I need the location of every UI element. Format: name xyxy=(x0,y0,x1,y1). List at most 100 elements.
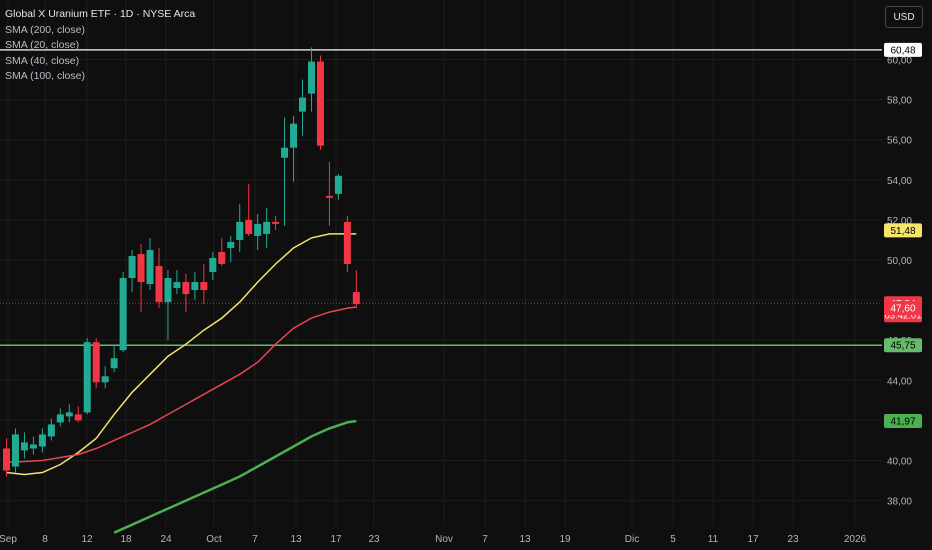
x-tick-label: 11 xyxy=(708,534,719,545)
x-tick-label: 18 xyxy=(120,534,132,545)
price-label-41,97: 41,97 xyxy=(884,414,922,429)
candle-body xyxy=(74,414,82,421)
x-tick-label: 23 xyxy=(368,534,380,545)
x-tick-label: Sep xyxy=(0,534,17,545)
price-label-text: 51,48 xyxy=(890,226,915,237)
candle-body xyxy=(263,221,271,234)
candle xyxy=(164,270,172,341)
sma-line xyxy=(6,306,357,464)
candle-body xyxy=(236,221,244,240)
candle xyxy=(307,47,315,112)
candle xyxy=(236,203,244,252)
x-tick-label: 23 xyxy=(787,534,799,545)
candle xyxy=(245,183,253,236)
countdown-text: 03:42:01 xyxy=(885,310,922,321)
x-tick-label: 2026 xyxy=(844,534,867,545)
x-tick-label: 13 xyxy=(290,534,302,545)
price-label-text: 60,48 xyxy=(890,45,915,56)
candle xyxy=(74,406,82,423)
candle xyxy=(352,270,360,309)
candle xyxy=(299,79,307,136)
candle-body xyxy=(146,249,154,285)
y-tick-label: 44,00 xyxy=(887,376,912,387)
x-tick-label: 5 xyxy=(670,534,676,545)
x-tick-label: 8 xyxy=(42,534,48,545)
candle xyxy=(281,117,289,226)
candle xyxy=(137,243,145,313)
candle-body xyxy=(137,253,145,283)
indicator-sma-100[interactable]: SMA (100, close) xyxy=(5,70,85,82)
candle xyxy=(334,173,342,200)
candle xyxy=(65,404,73,423)
candle xyxy=(47,418,55,441)
candle-body xyxy=(173,282,181,289)
y-tick-label: 50,00 xyxy=(887,256,912,267)
candle-body xyxy=(83,342,91,413)
candle-body xyxy=(155,266,163,303)
candle-body xyxy=(47,424,55,437)
candle-body xyxy=(29,444,37,449)
indicator-sma-40[interactable]: SMA (40, close) xyxy=(5,54,80,67)
y-tick-label: 54,00 xyxy=(887,176,912,187)
candle xyxy=(290,115,298,182)
candle-body xyxy=(352,292,360,305)
candle xyxy=(200,264,208,305)
price-label-51,48: 51,48 xyxy=(884,223,922,238)
price-label-bg xyxy=(884,338,922,353)
y-tick-label: 52,00 xyxy=(887,216,912,227)
candle xyxy=(343,215,351,273)
price-label-bg xyxy=(884,42,922,57)
candle xyxy=(272,215,280,230)
candle xyxy=(29,436,37,455)
candle xyxy=(227,235,235,263)
candle-body xyxy=(343,221,351,265)
candle xyxy=(11,428,19,473)
candle xyxy=(83,338,91,415)
candle xyxy=(110,346,118,373)
x-tick-label: 13 xyxy=(519,534,531,545)
candle-body xyxy=(128,255,136,279)
x-tick-label: 7 xyxy=(482,534,488,545)
candle-body xyxy=(191,282,199,291)
candle-body xyxy=(56,414,64,423)
candle-body xyxy=(254,223,262,236)
symbol-title[interactable]: Global X Uranium ETF · 1D · NYSE Arca xyxy=(5,8,196,20)
candle xyxy=(173,270,181,295)
candle-body xyxy=(110,358,118,369)
candle-body xyxy=(209,257,217,273)
currency-button[interactable]: USD xyxy=(885,6,923,28)
candle xyxy=(3,438,10,477)
y-tick-label: 60,00 xyxy=(887,56,912,67)
indicator-sma-200[interactable]: SMA (200, close) xyxy=(5,23,85,36)
candle-body xyxy=(334,175,342,194)
candle-body xyxy=(65,412,73,417)
sma-line xyxy=(113,419,357,534)
x-tick-label: 24 xyxy=(160,534,172,545)
candle-body xyxy=(272,221,280,224)
price-label-text: 47,60 xyxy=(890,304,915,315)
candle xyxy=(56,408,64,427)
price-label-60,48: 60,48 xyxy=(884,42,922,57)
candle-body xyxy=(218,251,226,265)
candle xyxy=(20,432,28,459)
candle-body xyxy=(316,61,324,146)
horizontal-lines xyxy=(0,49,882,346)
candle-body xyxy=(101,376,109,383)
candle xyxy=(191,272,199,301)
y-tick-label: 58,00 xyxy=(887,96,912,107)
x-tick-label: Oct xyxy=(206,534,222,545)
price-label-bg xyxy=(884,301,922,316)
sma-line xyxy=(6,233,357,476)
indicator-sma-20[interactable]: SMA (20, close) xyxy=(5,39,80,51)
candle-body xyxy=(325,195,333,198)
price-label-bg xyxy=(884,414,922,429)
candle-body xyxy=(119,278,127,351)
candle xyxy=(128,249,136,293)
candle-body xyxy=(3,448,10,471)
candle xyxy=(209,251,217,281)
candle-body xyxy=(290,123,298,148)
x-tick-label: Dic xyxy=(625,534,639,545)
candle xyxy=(325,161,333,226)
price-axis: 38,0040,0042,0044,0046,0048,0050,0052,00… xyxy=(887,56,912,508)
